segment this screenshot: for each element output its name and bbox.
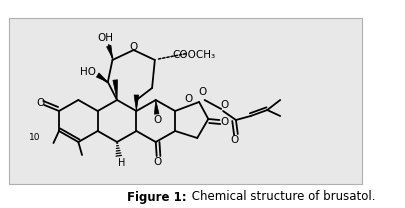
Text: O: O bbox=[184, 94, 192, 104]
Text: O: O bbox=[36, 98, 45, 108]
Polygon shape bbox=[96, 73, 108, 82]
Text: O: O bbox=[230, 135, 238, 145]
Text: O: O bbox=[153, 157, 162, 167]
Text: O: O bbox=[130, 42, 138, 52]
Text: HO: HO bbox=[79, 67, 96, 77]
Text: H: H bbox=[118, 158, 126, 168]
Text: Figure 1:: Figure 1: bbox=[126, 191, 186, 203]
Polygon shape bbox=[113, 80, 117, 100]
Text: OH: OH bbox=[97, 33, 113, 43]
Text: COOCH₃: COOCH₃ bbox=[172, 50, 215, 60]
Text: 10: 10 bbox=[29, 132, 41, 141]
Text: O: O bbox=[221, 100, 229, 110]
Polygon shape bbox=[134, 95, 139, 111]
Polygon shape bbox=[107, 45, 113, 58]
Text: Chemical structure of brusatol.: Chemical structure of brusatol. bbox=[188, 191, 375, 203]
FancyBboxPatch shape bbox=[9, 18, 362, 184]
Polygon shape bbox=[154, 100, 159, 114]
Text: O: O bbox=[198, 87, 207, 97]
Text: O: O bbox=[221, 117, 229, 127]
Text: O: O bbox=[153, 115, 162, 125]
